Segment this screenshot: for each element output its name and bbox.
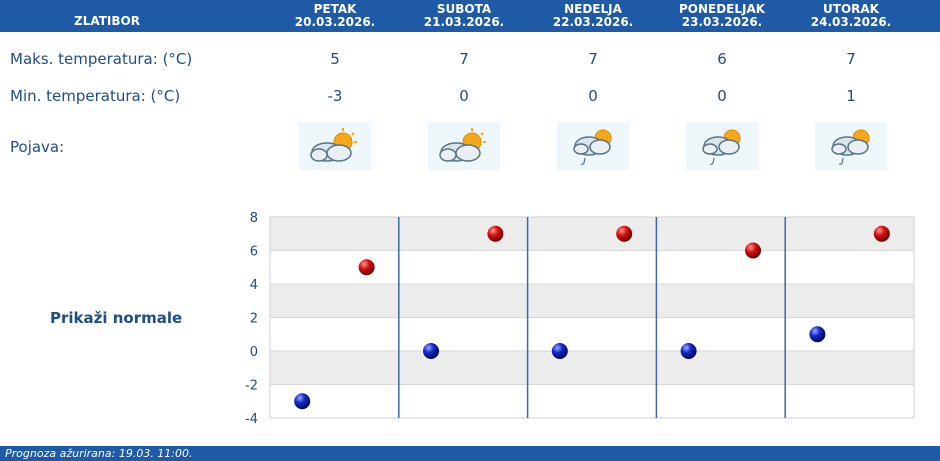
temperature-chart: 8 6 4 2 0 -2 -4 — [245, 211, 915, 427]
y-tick-label: -4 — [245, 412, 258, 427]
day-name: UTORAK — [823, 2, 879, 16]
cloudy-light-rain-icon — [686, 122, 758, 170]
day-name: PONEDELJAK — [678, 2, 766, 16]
chart-band — [270, 284, 914, 318]
chart-band — [270, 217, 914, 251]
day-header-ponedeljak: PONEDELJAK 23.03.2026. — [670, 0, 774, 35]
day-name: PETAK — [313, 2, 357, 16]
partly-cloudy-icon — [428, 122, 500, 170]
max-temp-point — [616, 225, 633, 242]
y-tick-label: 0 — [250, 345, 258, 360]
min-temp-point — [294, 393, 311, 410]
min-temp-value: 1 — [846, 87, 856, 105]
min-temp-value: 0 — [588, 87, 598, 105]
phenomenon-label: Pojava: — [10, 138, 65, 156]
max-temp-value: 7 — [459, 50, 469, 68]
forecast-header: ZLATIBOR PETAK 20.03.2026. SUBOTA 21.03.… — [0, 0, 940, 32]
max-temp-point — [487, 225, 504, 242]
cloudy-light-rain-icon — [557, 122, 629, 170]
max-temp-point — [358, 259, 375, 276]
day-date: 22.03.2026. — [552, 15, 634, 29]
max-temp-point — [745, 242, 761, 259]
y-tick-label: 6 — [250, 245, 258, 260]
partly-cloudy-icon — [299, 122, 371, 170]
update-timestamp: Prognoza ažurirana: 19.03. 11:00. — [5, 447, 193, 460]
max-temp-value: 7 — [846, 50, 856, 68]
day-date: 23.03.2026. — [681, 15, 763, 29]
day-date: 20.03.2026. — [294, 15, 376, 29]
max-temp-label: Maks. temperatura: (°C) — [10, 50, 193, 68]
location-title: ZLATIBOR — [2, 10, 212, 29]
min-temp-value: -3 — [327, 87, 343, 105]
day-date: 21.03.2026. — [423, 15, 505, 29]
chart-band — [270, 351, 914, 385]
min-temp-label: Min. temperatura: (°C) — [10, 87, 181, 105]
chart-band — [270, 384, 914, 418]
min-temp-point — [423, 343, 439, 359]
y-tick-label: -2 — [245, 379, 258, 394]
forecast-footer: Prognoza ažurirana: 19.03. 11:00. — [0, 446, 940, 461]
max-temp-value: 5 — [330, 50, 340, 68]
max-temp-value: 6 — [717, 50, 727, 68]
y-tick-label: 2 — [250, 312, 258, 327]
y-tick-label: 4 — [250, 278, 258, 293]
cloudy-light-rain-icon — [815, 122, 887, 170]
max-temp-value: 7 — [588, 50, 598, 68]
location-name: ZLATIBOR — [74, 14, 140, 28]
min-temp-value: 0 — [459, 87, 469, 105]
chart-band — [270, 317, 914, 351]
day-header-nedelja: NEDELJA 22.03.2026. — [541, 0, 645, 35]
day-header-petak: PETAK 20.03.2026. — [283, 0, 387, 35]
day-name: NEDELJA — [564, 2, 622, 16]
day-name: SUBOTA — [436, 2, 492, 16]
max-temp-point — [873, 225, 890, 242]
day-date: 24.03.2026. — [810, 15, 892, 29]
min-temp-point — [809, 326, 826, 343]
show-normals-link[interactable]: Prikaži normale — [50, 309, 183, 327]
min-temp-value: 0 — [717, 87, 727, 105]
plot-border — [269, 216, 915, 419]
chart-band — [270, 250, 914, 284]
min-temp-point — [551, 343, 568, 359]
day-header-utorak: UTORAK 24.03.2026. — [799, 0, 903, 35]
day-header-subota: SUBOTA 21.03.2026. — [412, 0, 516, 35]
min-temp-point — [680, 343, 697, 359]
y-tick-label: 8 — [250, 211, 258, 226]
